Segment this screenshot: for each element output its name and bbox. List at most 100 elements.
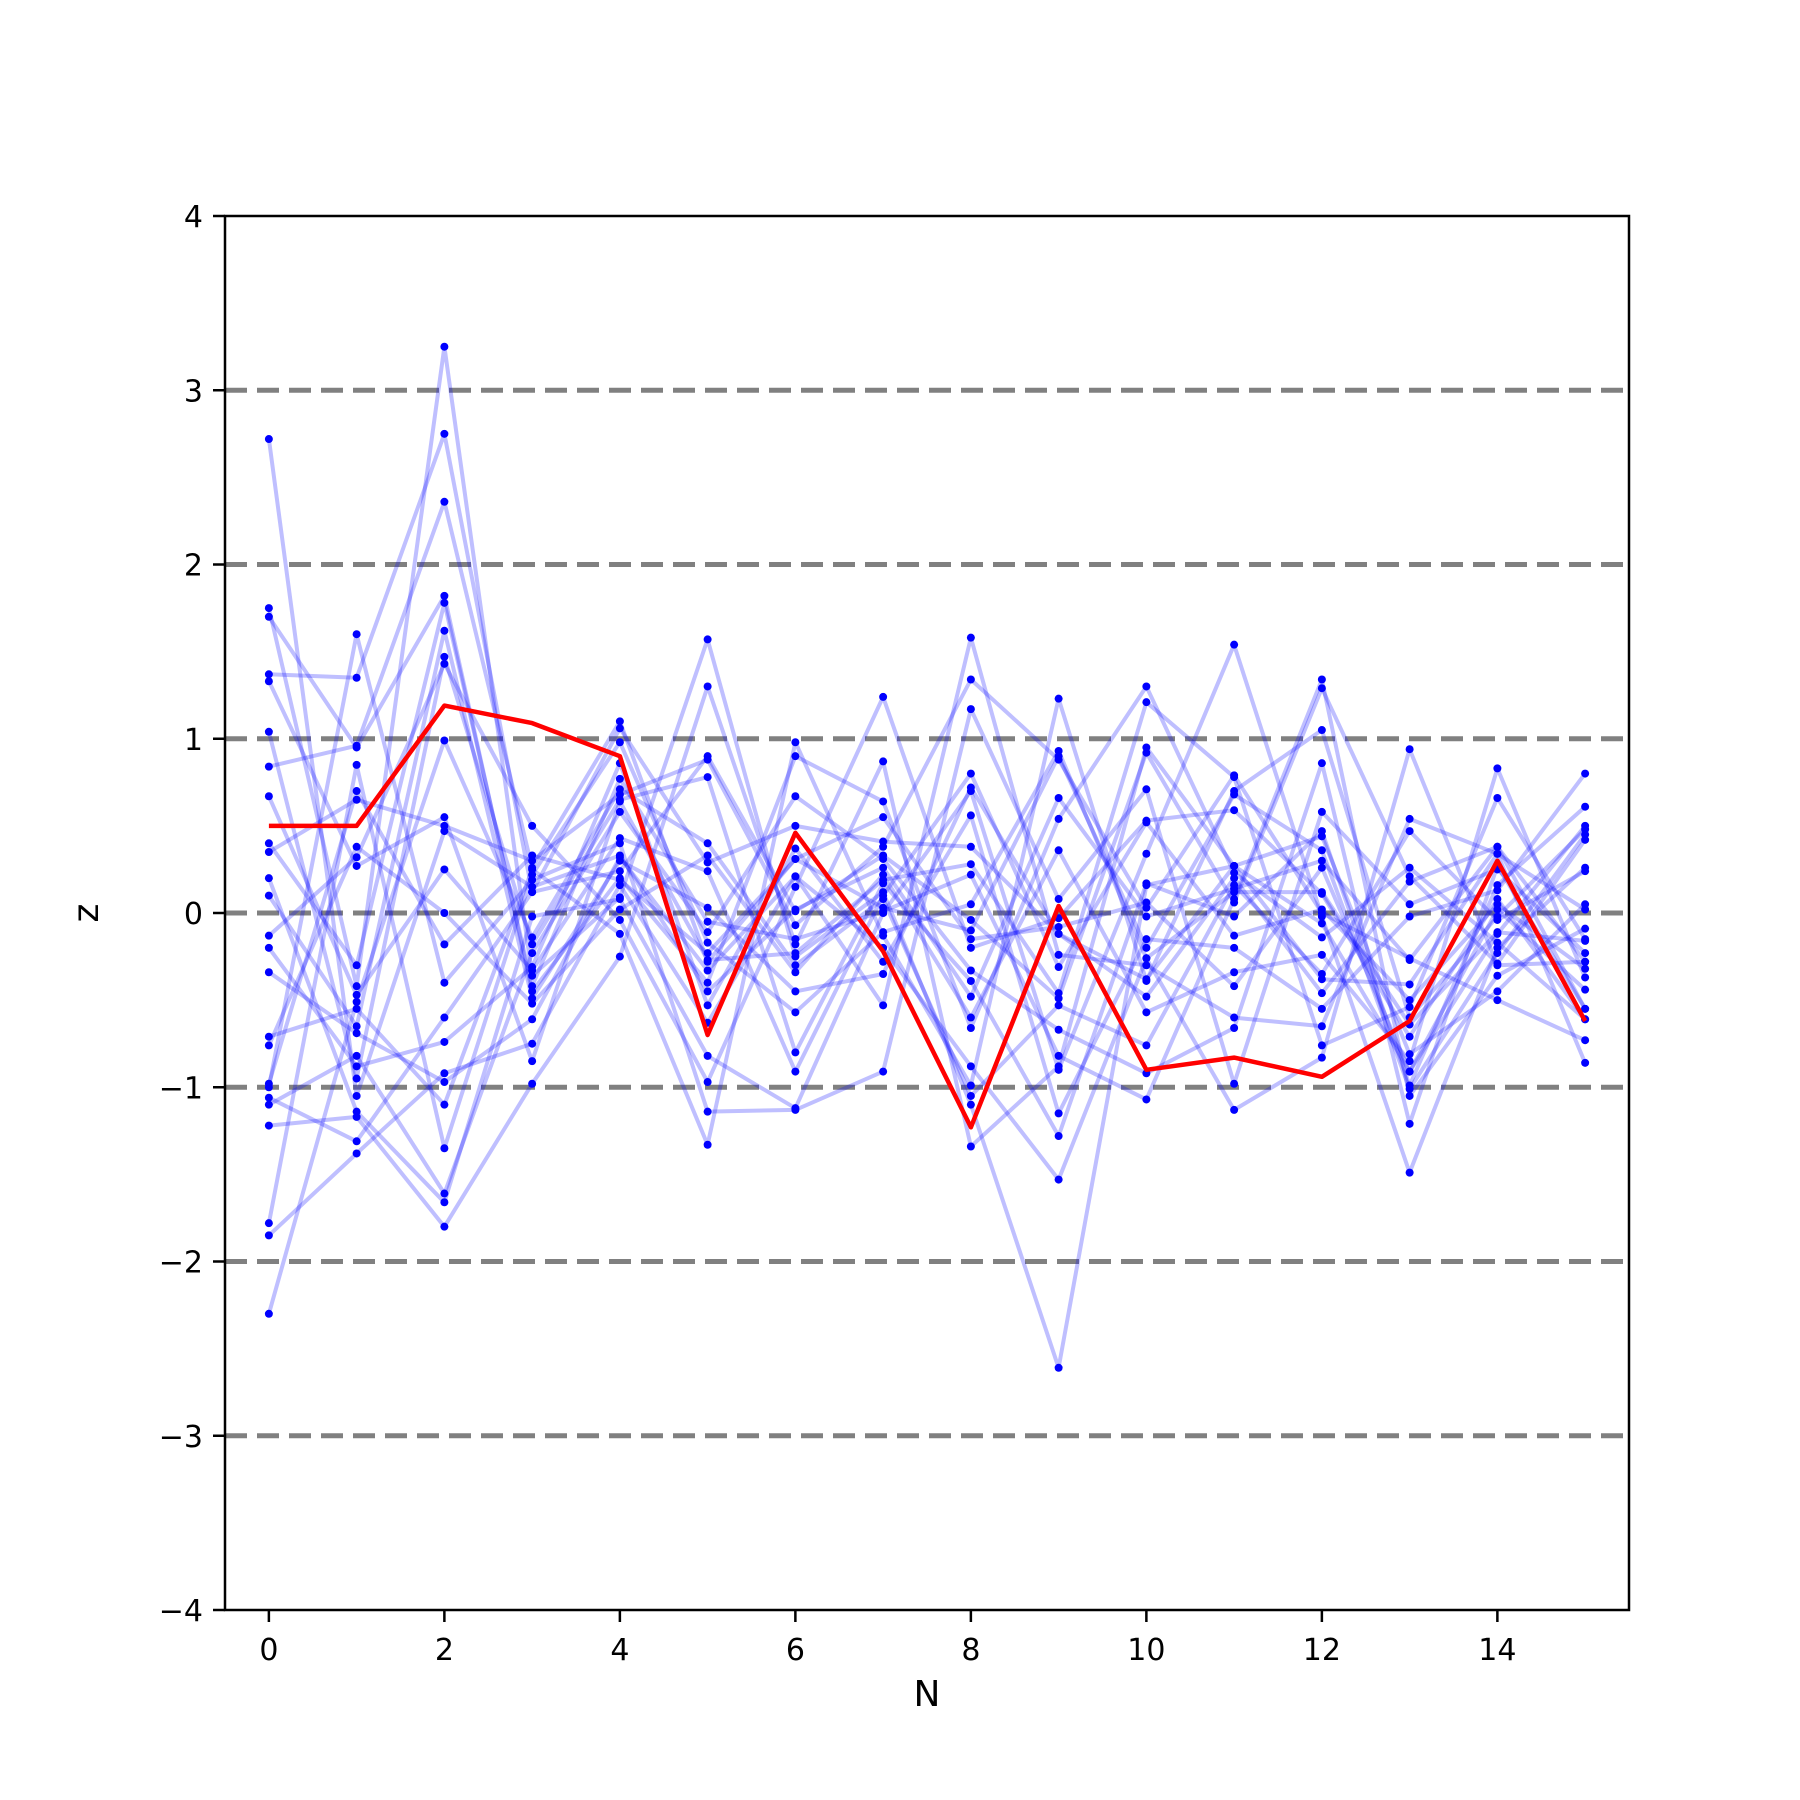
background-series-point <box>1230 968 1239 977</box>
background-series-point <box>1230 982 1239 991</box>
background-series-point <box>1142 849 1151 858</box>
y-tick-label: −2 <box>159 1246 203 1281</box>
background-series-point <box>528 888 537 897</box>
background-series-point <box>1054 694 1063 703</box>
background-series-point <box>791 968 800 977</box>
background-series-point <box>879 1001 888 1010</box>
background-series-point <box>352 861 361 870</box>
background-series-point <box>703 773 712 782</box>
x-tick-label: 14 <box>1478 1633 1516 1668</box>
background-series-point <box>352 795 361 804</box>
background-series-point <box>1142 1041 1151 1050</box>
background-series-point <box>703 755 712 764</box>
background-series-point <box>1493 895 1502 904</box>
background-series-line <box>266 438 1587 1098</box>
background-series-point <box>1054 814 1063 823</box>
background-series-point <box>615 839 624 848</box>
background-series-line <box>267 677 1586 1043</box>
background-series-point <box>1405 996 1414 1005</box>
background-series-point <box>1054 1109 1063 1118</box>
background-series-point <box>528 1039 537 1048</box>
background-series-point <box>1405 814 1414 823</box>
background-series-point <box>1317 1022 1326 1031</box>
background-series-point <box>1142 975 1151 984</box>
y-tick-label: −3 <box>159 1420 203 1455</box>
y-tick-label: 2 <box>184 549 203 584</box>
background-series-point <box>966 992 975 1001</box>
background-series-point <box>352 982 361 991</box>
background-series-point <box>791 1048 800 1057</box>
background-series-point <box>1581 769 1590 778</box>
x-tick-label: 4 <box>610 1633 629 1668</box>
background-series-point <box>352 1091 361 1100</box>
background-series-point <box>966 1062 975 1071</box>
background-series-point <box>352 1074 361 1083</box>
background-series-point <box>1142 954 1151 963</box>
background-series-point <box>440 1013 449 1022</box>
background-series-point <box>615 875 624 884</box>
background-series-point <box>1317 726 1326 735</box>
background-series-point <box>1405 1084 1414 1093</box>
background-series-point <box>703 978 712 987</box>
background-series-point <box>352 787 361 796</box>
background-series-point <box>966 966 975 975</box>
background-series-point <box>1230 861 1239 870</box>
background-series-point <box>440 1069 449 1078</box>
background-series-point <box>264 762 273 771</box>
background-series-point <box>791 940 800 949</box>
background-series-point <box>264 1093 273 1102</box>
y-tick-label: 4 <box>184 200 203 235</box>
background-series-point <box>615 856 624 865</box>
background-series-point <box>1054 846 1063 855</box>
background-series-point <box>879 813 888 822</box>
background-series-line <box>267 593 1587 1030</box>
background-series-point <box>879 757 888 766</box>
background-series-line <box>266 789 1587 1085</box>
background-series-point <box>440 813 449 822</box>
background-series-point <box>966 769 975 778</box>
background-series-line <box>267 766 1587 1064</box>
background-series-point <box>1405 863 1414 872</box>
background-series-point <box>352 853 361 862</box>
background-series-point <box>1317 684 1326 693</box>
background-series-point <box>440 598 449 607</box>
background-series-point <box>264 943 273 952</box>
background-series-point <box>966 1013 975 1022</box>
background-series-point <box>264 1032 273 1041</box>
background-series-point <box>1581 949 1590 958</box>
background-series-point <box>791 854 800 863</box>
background-series-point <box>1493 886 1502 895</box>
background-series-point <box>791 821 800 830</box>
background-series-line <box>268 499 1587 1091</box>
background-series-line <box>268 726 1587 1144</box>
background-series-point <box>440 1222 449 1231</box>
background-series-point <box>1317 950 1326 959</box>
background-series-point <box>615 895 624 904</box>
background-series-point <box>966 1024 975 1033</box>
background-series-point <box>1581 867 1590 876</box>
background-series-point <box>528 933 537 942</box>
background-series-point <box>528 912 537 921</box>
background-series-point <box>1317 969 1326 978</box>
background-series-point <box>352 760 361 769</box>
background-series-point <box>1230 1079 1239 1088</box>
background-series-line <box>266 740 1586 1224</box>
background-series-point <box>528 940 537 949</box>
background-series-point <box>1405 954 1414 963</box>
background-series-point <box>615 915 624 924</box>
background-series-point <box>352 842 361 851</box>
background-series-point <box>1230 806 1239 815</box>
background-series-point <box>352 997 361 1006</box>
background-series-point <box>1230 931 1239 940</box>
background-series-point <box>703 858 712 867</box>
background-series-point <box>440 626 449 635</box>
background-series-point <box>528 870 537 879</box>
background-series-line <box>267 635 1587 1084</box>
background-series-point <box>352 1029 361 1038</box>
highlight-series-line <box>268 703 1588 1130</box>
background-series-point <box>703 1051 712 1060</box>
background-series-point <box>966 943 975 952</box>
background-series-point <box>703 1001 712 1010</box>
background-series-line <box>267 771 1587 1074</box>
